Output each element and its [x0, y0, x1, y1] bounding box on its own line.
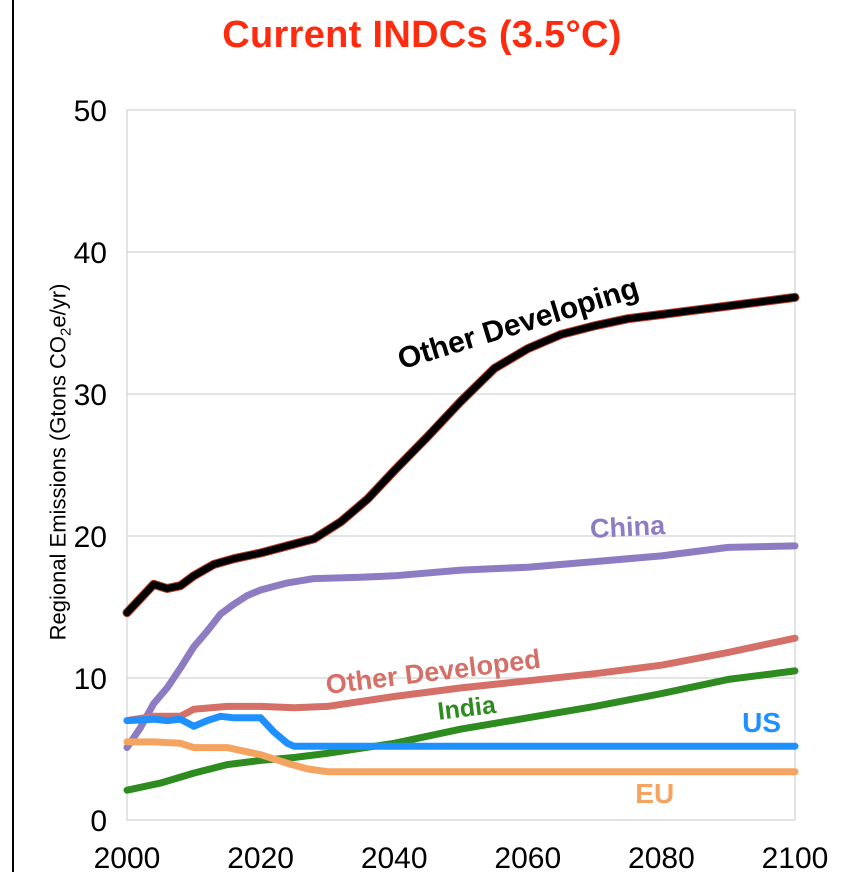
y-tick-30: 30	[74, 379, 107, 412]
y-tick-0: 0	[90, 805, 107, 838]
series-label-india: India	[436, 691, 498, 726]
series-line-china	[123, 542, 799, 752]
series-label-eu: EU	[635, 778, 674, 809]
grid	[127, 109, 795, 679]
y-tick-10: 10	[74, 663, 107, 696]
series-line-eu	[123, 738, 799, 776]
series-label-china: China	[589, 510, 666, 544]
series-line-other-developing	[123, 293, 799, 617]
x-tick-2020: 2020	[227, 842, 294, 872]
series-layer	[122, 292, 800, 794]
y-tick-40: 40	[74, 237, 107, 270]
left-border	[12, 0, 14, 872]
series-label-us: US	[742, 707, 781, 738]
x-tick-2100: 2100	[762, 842, 829, 872]
series-line-other-developed	[123, 634, 799, 725]
plot-frame	[126, 109, 796, 821]
y-tick-50: 50	[74, 95, 107, 128]
tick-labels: 0 10 20 30 40 50 2000 2020 2040 2060 2080 2100	[74, 95, 829, 872]
chart-title: Current INDCs (3.5°C)	[222, 14, 622, 56]
x-tick-2080: 2080	[628, 842, 695, 872]
series-line-us	[123, 712, 799, 750]
x-tick-2000: 2000	[94, 842, 161, 872]
x-tick-2040: 2040	[361, 842, 428, 872]
x-tick-2060: 2060	[494, 842, 561, 872]
y-tick-20: 20	[74, 521, 107, 554]
